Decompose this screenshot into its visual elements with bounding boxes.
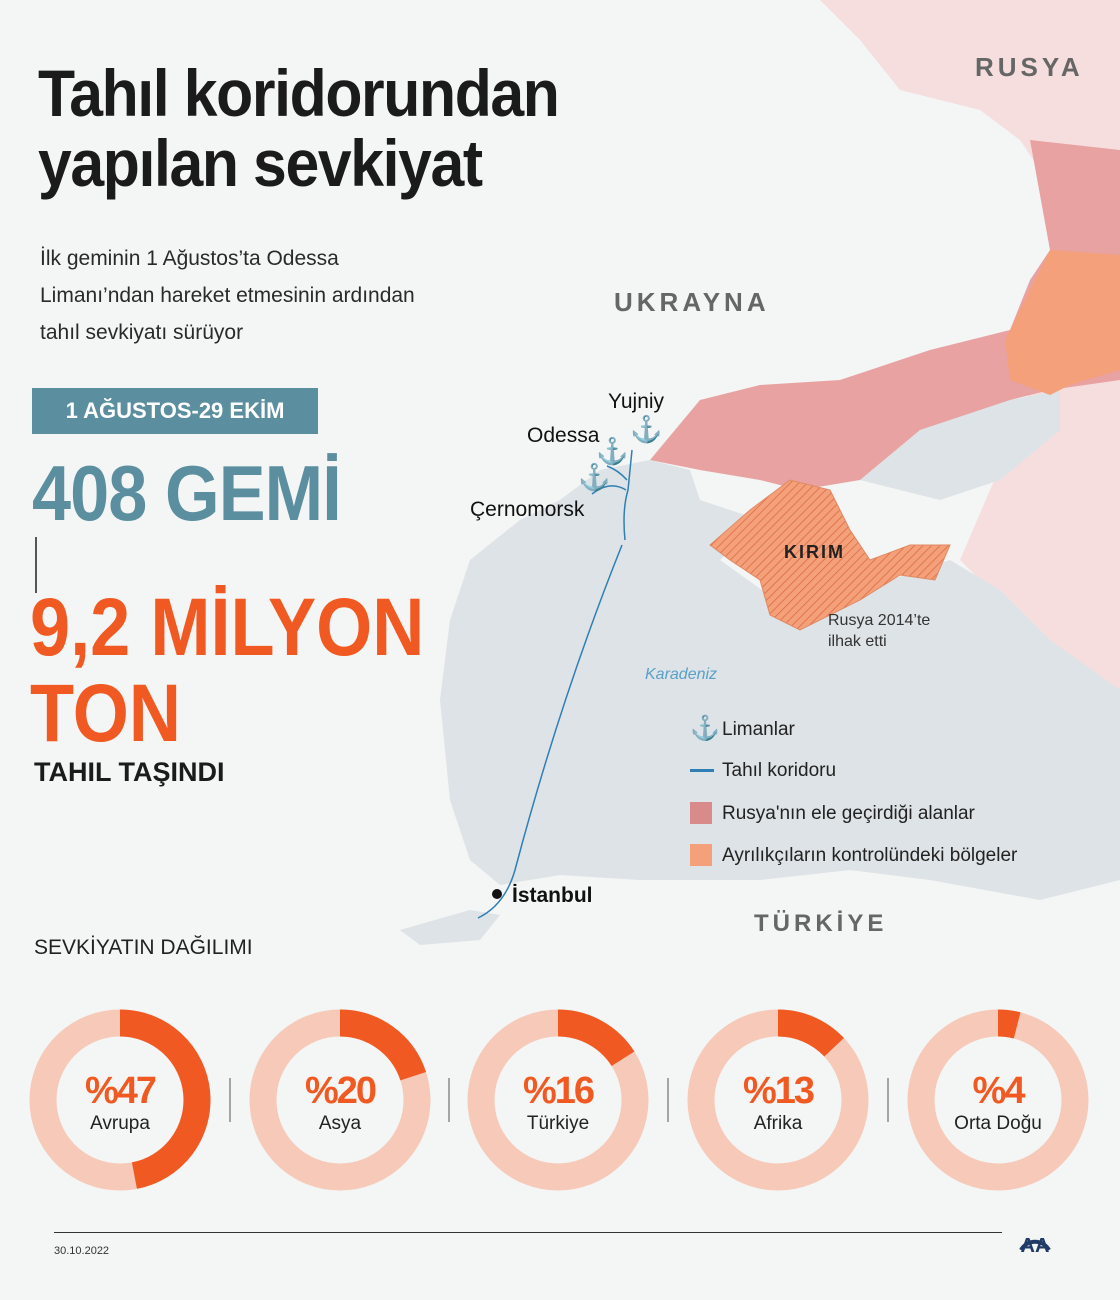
label-ukraine: UKRAYNA	[614, 287, 770, 317]
donut-region: Avrupa	[90, 1113, 150, 1134]
donut-percent: %47	[84, 1070, 157, 1112]
legend-russia-held: Rusya'nın ele geçirdiği alanlar	[722, 803, 975, 824]
subtitle: İlk geminin 1 Ağustos’ta Odessa Limanı’nd…	[40, 247, 415, 344]
carried-label: TAHIL TAŞINDI	[34, 757, 225, 787]
port-odessa: Odessa	[527, 424, 600, 447]
footer-line	[54, 1232, 1002, 1233]
donut-segment-Orta Doğu	[997, 1009, 1021, 1039]
anchor-icon: ⚓	[596, 436, 629, 466]
corridor-line-icon	[690, 769, 714, 772]
donut-label: %47 Avrupa	[50, 1070, 190, 1135]
label-crimea: KIRIM	[784, 542, 845, 562]
donut-percent: %13	[742, 1070, 815, 1112]
anchor-icon: ⚓	[690, 715, 720, 742]
legend-ports: Limanlar	[722, 719, 795, 740]
donut-region: Orta Doğu	[954, 1113, 1042, 1134]
russia-held-area	[650, 140, 1120, 490]
divider	[35, 537, 37, 593]
donut-region: Asya	[318, 1113, 362, 1134]
label-black-sea: Karadeniz	[645, 666, 718, 683]
istanbul-dot	[492, 889, 502, 899]
donut-percent: %4	[972, 1070, 1026, 1112]
donut-segment-Türkiye	[557, 1009, 635, 1067]
swatch-separatist	[690, 844, 712, 866]
port-yujniy: Yujniy	[608, 390, 665, 413]
crimea-note: Rusya 2014’te ilhak etti	[828, 612, 931, 650]
marmara-sea	[400, 910, 500, 945]
anchor-icon: ⚓	[578, 462, 611, 492]
port-cernomorsk: Çernomorsk	[470, 498, 585, 521]
donut-segment-Avrupa	[119, 1009, 211, 1189]
legend-separatist: Ayrılıkçıların kontrolündeki bölgeler	[722, 845, 1018, 866]
aa-logo: AA	[1019, 1235, 1051, 1256]
donut-region: Afrika	[753, 1113, 803, 1134]
black-sea	[440, 460, 1120, 900]
aa-logo-text: AA	[1021, 1235, 1050, 1256]
donut-segment-Asya	[339, 1009, 427, 1081]
distribution-title: SEVKİYATIN DAĞILIMI	[34, 936, 253, 959]
page-title: Tahıl koridorundan yapılan sevkiyat	[38, 56, 560, 200]
legend-corridor: Tahıl koridoru	[722, 760, 837, 781]
donut-percent: %20	[304, 1070, 377, 1112]
russia-region	[820, 0, 1120, 720]
separatist-area	[1005, 250, 1120, 395]
label-turkey: TÜRKİYE	[754, 910, 888, 937]
donut-region: Türkiye	[526, 1113, 590, 1134]
swatch-russia-held	[690, 802, 712, 824]
anchor-icon: ⚓	[630, 414, 663, 444]
azov-sea	[860, 390, 1060, 500]
donut-segment-Afrika	[777, 1009, 844, 1057]
crimea-area	[709, 479, 951, 631]
ship-count: 408 GEMİ	[32, 449, 342, 537]
date: 30.10.2022	[54, 1245, 110, 1257]
donut-label: %13 Afrika	[708, 1070, 848, 1135]
period-badge: 1 AĞUSTOS-29 EKİM	[32, 388, 318, 434]
donut-label: %20 Asya	[270, 1070, 410, 1135]
donut-percent: %16	[522, 1070, 595, 1112]
donut-label: %16 Türkiye	[488, 1070, 628, 1135]
label-istanbul: İstanbul	[512, 884, 593, 907]
tonnage: 9,2 MİLYON TON	[30, 582, 425, 759]
donut-label: %4 Orta Doğu	[928, 1070, 1068, 1135]
grain-corridor-route	[477, 449, 633, 919]
label-russia: RUSYA	[975, 52, 1084, 82]
